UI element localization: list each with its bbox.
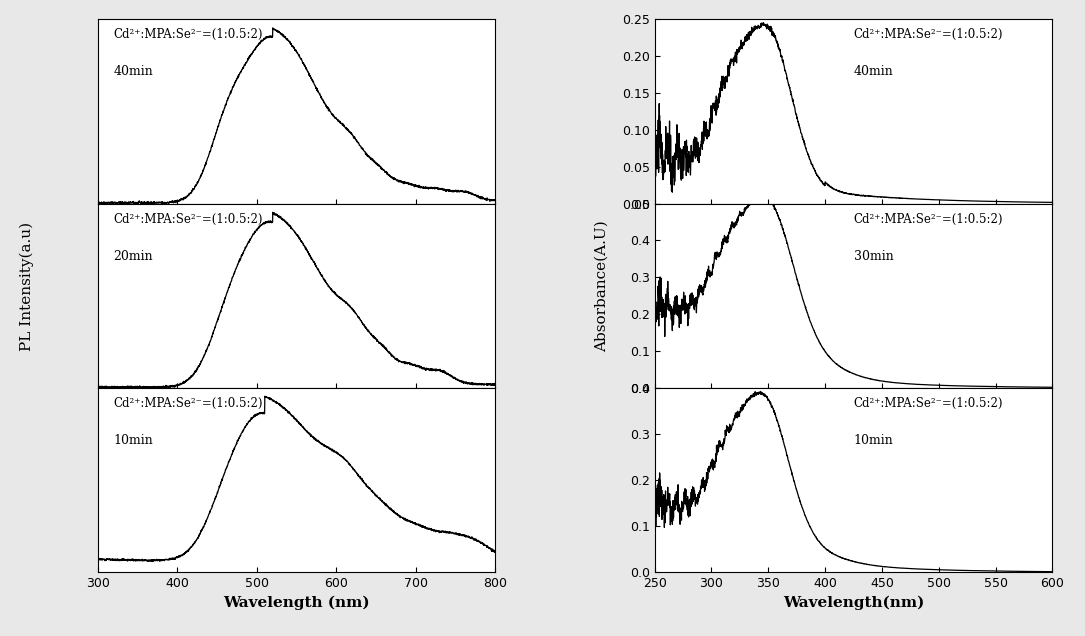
Text: Cd²⁺:MPA:Se²⁻=(1:0.5:2): Cd²⁺:MPA:Se²⁻=(1:0.5:2)	[854, 213, 1003, 226]
Text: 30min: 30min	[854, 249, 893, 263]
Text: Cd²⁺:MPA:Se²⁻=(1:0.5:2): Cd²⁺:MPA:Se²⁻=(1:0.5:2)	[854, 397, 1003, 410]
Text: 40min: 40min	[854, 66, 893, 78]
Text: Cd²⁺:MPA:Se²⁻=(1:0.5:2): Cd²⁺:MPA:Se²⁻=(1:0.5:2)	[114, 397, 263, 410]
Text: Cd²⁺:MPA:Se²⁻=(1:0.5:2): Cd²⁺:MPA:Se²⁻=(1:0.5:2)	[114, 213, 263, 226]
Text: Absorbance(A.U): Absorbance(A.U)	[596, 220, 609, 352]
X-axis label: Wavelength(nm): Wavelength(nm)	[783, 596, 924, 610]
Text: PL Intensity(a.u): PL Intensity(a.u)	[20, 221, 35, 351]
Text: Cd²⁺:MPA:Se²⁻=(1:0.5:2): Cd²⁺:MPA:Se²⁻=(1:0.5:2)	[114, 28, 263, 41]
Text: 10min: 10min	[114, 434, 153, 447]
X-axis label: Wavelength (nm): Wavelength (nm)	[224, 596, 370, 610]
Text: 10min: 10min	[854, 434, 893, 447]
Text: 40min: 40min	[114, 66, 153, 78]
Text: 20min: 20min	[114, 249, 153, 263]
Text: Cd²⁺:MPA:Se²⁻=(1:0.5:2): Cd²⁺:MPA:Se²⁻=(1:0.5:2)	[854, 28, 1003, 41]
